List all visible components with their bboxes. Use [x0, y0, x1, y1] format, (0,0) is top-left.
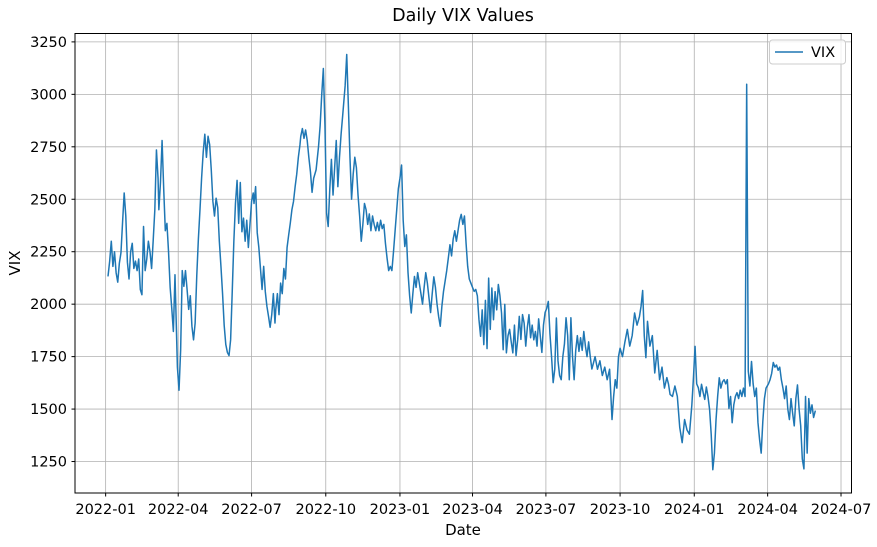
axis-tick-labels: 2022-01 2022-04 2022-07 2022-10 2023-01 2023-… — [30, 35, 871, 518]
x-tick-label: 2023-07 — [516, 502, 577, 518]
y-tick-label: 3000 — [30, 87, 67, 103]
x-tick-label: 2023-01 — [370, 502, 431, 518]
vix-series-line — [107, 53, 816, 471]
gridlines — [75, 33, 852, 493]
x-tick-label: 2024-01 — [664, 502, 725, 518]
y-tick-label: 2000 — [30, 297, 67, 313]
y-tick-label: 2250 — [30, 245, 67, 261]
y-tick-label: 1500 — [30, 402, 67, 418]
x-tick-label: 2023-10 — [590, 502, 651, 518]
x-tick-label: 2024-04 — [737, 502, 798, 518]
y-tick-label: 1250 — [30, 455, 67, 471]
x-axis-label: Date — [445, 521, 481, 539]
y-axis-label: VIX — [6, 251, 24, 276]
legend-box — [769, 39, 846, 65]
plot-border — [74, 33, 852, 494]
x-tick-label: 2023-04 — [442, 502, 503, 518]
x-tick-label: 2022-10 — [295, 502, 356, 518]
legend: VIX — [769, 39, 846, 65]
chart-title: Daily VIX Values — [392, 6, 534, 26]
legend-label-vix: VIX — [811, 45, 835, 61]
axis-ticks — [71, 41, 842, 497]
y-tick-label: 2750 — [30, 140, 67, 156]
y-tick-label: 3250 — [30, 35, 67, 51]
x-tick-label: 2022-07 — [221, 502, 282, 518]
x-tick-label: 2024-07 — [811, 502, 872, 518]
x-tick-label: 2022-01 — [75, 502, 136, 518]
y-tick-label: 2500 — [30, 192, 67, 208]
x-tick-label: 2022-04 — [148, 502, 209, 518]
y-tick-label: 1750 — [30, 350, 67, 366]
